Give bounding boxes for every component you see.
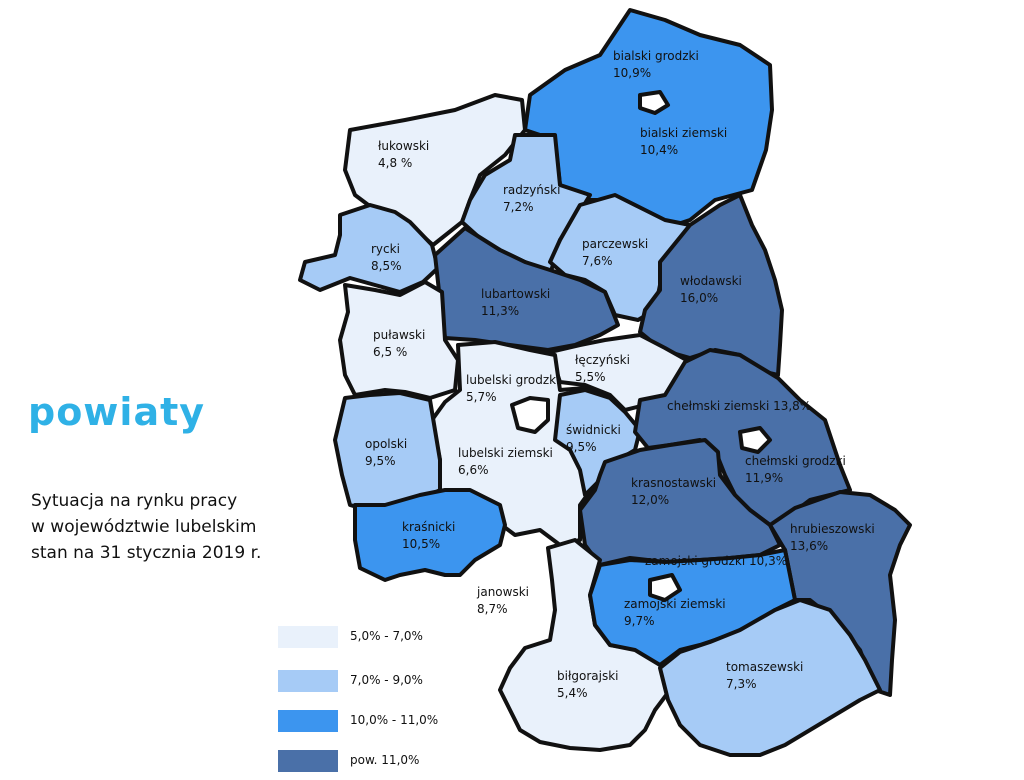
legend-swatch xyxy=(278,750,338,772)
region-name: świdnicki xyxy=(566,423,621,437)
region-zamojski-grodzki-hole xyxy=(648,573,682,602)
label-lukowski: łukowski 4,8 % xyxy=(378,138,429,172)
label-bialski-grodzki: bialski grodzki 10,9% xyxy=(613,48,699,82)
region-name: tomaszewski xyxy=(726,660,804,674)
legend-label: 5,0% - 7,0% xyxy=(350,629,423,643)
region-name: bialski grodzki xyxy=(613,49,699,63)
region-lubelski-grodzki-hole xyxy=(510,396,550,434)
legend-swatch xyxy=(278,670,338,692)
label-lubartowski: lubartowski 11,3% xyxy=(481,286,550,320)
region-name: chełmski ziemski 13,8% xyxy=(667,399,812,413)
region-rate: 7,3% xyxy=(726,677,757,691)
region-rate: 6,5 % xyxy=(373,345,408,359)
label-krasnostawski: krasnostawski 12,0% xyxy=(631,475,716,509)
region-rate: 9,5% xyxy=(365,454,396,468)
region-name: krasnostawski xyxy=(631,476,717,490)
legend-label: 7,0% - 9,0% xyxy=(350,673,423,687)
region-pulawski[interactable] xyxy=(338,280,460,400)
region-name: rycki xyxy=(371,242,400,256)
label-zamojski-ziemski: zamojski ziemski 9,7% xyxy=(624,596,726,630)
region-name: opolski xyxy=(365,437,408,451)
label-leczynski: łęczyński 5,5% xyxy=(575,352,630,386)
label-hrubieszowski: hrubieszowski 13,6% xyxy=(790,521,875,555)
region-rate: 12,0% xyxy=(631,493,670,507)
legend-label: pow. 11,0% xyxy=(350,753,420,767)
label-chelmski-grodzki: chełmski grodzki 11,9% xyxy=(745,453,846,487)
region-name: lubartowski xyxy=(481,287,551,301)
region-name: łęczyński xyxy=(575,353,630,367)
region-rate: 9,5% xyxy=(566,440,597,454)
label-bilgorajski: biłgorajski 5,4% xyxy=(557,668,618,702)
region-rate: 10,4% xyxy=(640,143,679,157)
region-name: janowski xyxy=(477,585,529,599)
region-name: parczewski xyxy=(582,237,649,251)
region-rate: 4,8 % xyxy=(378,156,413,170)
legend-swatch xyxy=(278,626,338,648)
label-krasnicki: kraśnicki 10,5% xyxy=(402,519,455,553)
region-name: łukowski xyxy=(378,139,430,153)
region-name: zamojski grodzki 10,3% xyxy=(645,554,788,568)
region-name: włodawski xyxy=(680,274,742,288)
region-rate: 7,6% xyxy=(582,254,613,268)
region-rate: 5,7% xyxy=(466,390,497,404)
subtitle-line: stan na 31 stycznia 2019 r. xyxy=(31,543,262,563)
label-tomaszewski: tomaszewski 7,3% xyxy=(726,659,803,693)
region-krasnicki[interactable] xyxy=(353,488,507,582)
page-title: powiaty xyxy=(28,390,206,434)
region-rate: 5,4% xyxy=(557,686,588,700)
label-radzynski: radzyński 7,2% xyxy=(503,182,560,216)
label-rycki: rycki 8,5% xyxy=(371,241,402,275)
region-rate: 8,7% xyxy=(477,602,508,616)
region-name: zamojski ziemski xyxy=(624,597,726,611)
region-bialski-grodzki-hole xyxy=(638,90,670,115)
region-name: radzyński xyxy=(503,183,561,197)
region-rate: 11,9% xyxy=(745,471,784,485)
region-lukowski[interactable] xyxy=(343,93,527,247)
label-chelmski-ziemski: chełmski ziemski 13,8% xyxy=(667,398,811,415)
legend-swatch xyxy=(278,710,338,732)
label-bialski-ziemski: bialski ziemski 10,4% xyxy=(640,125,727,159)
region-name: hrubieszowski xyxy=(790,522,875,536)
region-rate: 9,7% xyxy=(624,614,655,628)
region-rate: 5,5% xyxy=(575,370,606,384)
label-lubelski-grodzki: lubelski grodzki 5,7% xyxy=(466,372,559,406)
region-rate: 10,9% xyxy=(613,66,652,80)
label-zamojski-grodzki: zamojski grodzki 10,3% xyxy=(645,553,787,570)
subtitle-line: Sytuacja na rynku pracy xyxy=(31,491,238,511)
region-name: bialski ziemski xyxy=(640,126,728,140)
region-rate: 11,3% xyxy=(481,304,520,318)
region-name: chełmski grodzki xyxy=(745,454,846,468)
region-rate: 16,0% xyxy=(680,291,719,305)
region-name: kraśnicki xyxy=(402,520,456,534)
label-wlodawski: włodawski 16,0% xyxy=(680,273,742,307)
region-name: lubelski ziemski xyxy=(458,446,553,460)
label-parczewski: parczewski 7,6% xyxy=(582,236,648,270)
region-rate: 13,6% xyxy=(790,539,829,553)
label-swidnicki: świdnicki 9,5% xyxy=(566,422,621,456)
region-rycki[interactable] xyxy=(298,203,440,294)
label-janowski: janowski 8,7% xyxy=(477,584,529,618)
region-name: puławski xyxy=(373,328,426,342)
region-name: biłgorajski xyxy=(557,669,619,683)
region-lubartowski[interactable] xyxy=(433,226,620,352)
legend-label: 10,0% - 11,0% xyxy=(350,713,439,727)
region-chelmski-grodzki-hole xyxy=(738,426,772,454)
region-rate: 7,2% xyxy=(503,200,534,214)
region-rate: 6,6% xyxy=(458,463,489,477)
region-tomaszewski[interactable] xyxy=(658,598,882,757)
label-opolski: opolski 9,5% xyxy=(365,436,407,470)
region-rate: 10,5% xyxy=(402,537,441,551)
region-name: lubelski grodzki xyxy=(466,373,560,387)
label-pulawski: puławski 6,5 % xyxy=(373,327,425,361)
label-lubelski-ziemski: lubelski ziemski 6,6% xyxy=(458,445,553,479)
region-rate: 8,5% xyxy=(371,259,402,273)
subtitle: Sytuacja na rynku pracy w województwie l… xyxy=(31,488,261,566)
subtitle-line: w województwie lubelskim xyxy=(31,517,257,537)
